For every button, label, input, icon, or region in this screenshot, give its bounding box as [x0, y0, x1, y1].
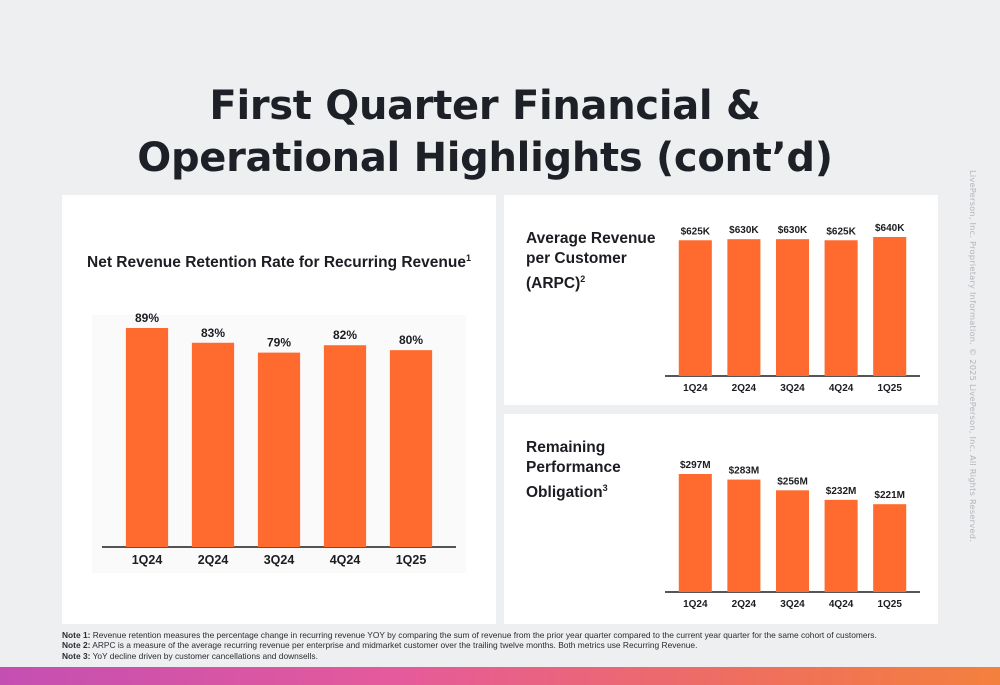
footnote-3-label: Note 3: — [62, 650, 91, 661]
nrr-bar-chart: 89% 1Q24 83% 2Q24 79% 3Q24 82% 4Q24 80% 1Q25 — [102, 311, 456, 567]
nrr-chart-title-text: Net Revenue Retention Rate for Recurring… — [87, 254, 466, 272]
nrr-chart-title: Net Revenue Retention Rate for Recurring… — [62, 253, 496, 272]
footnote-1-label: Note 1: — [62, 630, 91, 640]
rpo-bar-1Q25 — [873, 504, 907, 592]
page-title-line-2: Operational Highlights (cont’d) — [137, 135, 833, 181]
nrr-bar-3Q24 — [257, 352, 301, 547]
page-title: First Quarter Financial & Operational Hi… — [0, 80, 970, 184]
rpo-chart-title-text: Remaining Performance Obligation — [526, 439, 621, 502]
rpo-data-label-1Q24: $297M — [680, 460, 711, 471]
rpo-bar-4Q24 — [824, 499, 858, 592]
arpc-tick-label-2Q24: 2Q24 — [732, 383, 757, 394]
arpc-data-label-2Q24: $630K — [729, 225, 759, 236]
side-copyright-text: LivePerson, Inc. Proprietary Information… — [968, 170, 978, 542]
arpc-data-label-4Q24: $625K — [826, 226, 856, 237]
rpo-bar-2Q24 — [727, 479, 761, 592]
arpc-tick-label-3Q24: 3Q24 — [780, 383, 805, 394]
nrr-tick-label-3Q24: 3Q24 — [264, 553, 295, 567]
nrr-data-label-1Q25: 80% — [399, 333, 423, 347]
rpo-bar-chart: $297M 1Q24 $283M 2Q24 $256M 3Q24 $232M 4Q24 $221… — [665, 460, 920, 610]
arpc-bar-3Q24 — [775, 239, 810, 376]
footnote-2-text: ARPC is a measure of the average recurri… — [90, 640, 698, 651]
arpc-tick-label-1Q24: 1Q24 — [683, 383, 708, 394]
rpo-tick-label-1Q24: 1Q24 — [683, 599, 708, 610]
nrr-data-label-4Q24: 82% — [333, 328, 357, 342]
arpc-panel: Average Revenue per Customer (ARPC)2 $62… — [504, 195, 938, 405]
nrr-tick-label-2Q24: 2Q24 — [198, 553, 229, 567]
footnote-1-text: Revenue retention measures the percentag… — [90, 630, 877, 640]
arpc-bar-chart: $625K 1Q24 $630K 2Q24 $630K 3Q24 $625K 4Q24 $640… — [665, 223, 920, 394]
arpc-bar-2Q24 — [727, 239, 761, 376]
footnote-1: Note 1: Revenue retention measures the p… — [62, 630, 962, 640]
nrr-panel: Net Revenue Retention Rate for Recurring… — [62, 195, 496, 624]
nrr-data-label-1Q24: 89% — [135, 311, 159, 325]
rpo-panel: Remaining Performance Obligation3 $297M 1… — [504, 414, 938, 624]
nrr-tick-label-4Q24: 4Q24 — [330, 553, 361, 567]
arpc-chart-title-text: Average Revenue per Customer (ARPC) — [526, 230, 656, 293]
footnote-3: Note 3: YoY decline driven by customer c… — [62, 651, 962, 661]
rpo-data-label-4Q24: $232M — [826, 486, 857, 497]
bottom-gradient-bar — [0, 667, 1000, 685]
arpc-bar-1Q24 — [678, 240, 712, 376]
arpc-bar-4Q24 — [824, 240, 858, 376]
page-title-line-1: First Quarter Financial & — [209, 83, 761, 129]
footnote-2: Note 2: ARPC is a measure of the average… — [62, 640, 962, 650]
rpo-chart-title: Remaining Performance Obligation3 — [526, 438, 661, 503]
rpo-tick-label-2Q24: 2Q24 — [732, 599, 757, 610]
arpc-data-label-1Q24: $625K — [681, 226, 711, 237]
rpo-bar-3Q24 — [775, 490, 810, 592]
nrr-bar-1Q25 — [389, 350, 433, 547]
footnotes: Note 1: Revenue retention measures the p… — [62, 630, 962, 661]
nrr-bar-1Q24 — [125, 328, 169, 547]
arpc-tick-label-1Q25: 1Q25 — [877, 383, 902, 394]
nrr-chart-title-sup: 1 — [465, 253, 471, 263]
nrr-data-label-2Q24: 83% — [201, 326, 225, 340]
arpc-tick-label-4Q24: 4Q24 — [829, 383, 854, 394]
rpo-data-label-2Q24: $283M — [729, 466, 760, 477]
footnote-3-text: YoY decline driven by customer cancellat… — [90, 650, 318, 661]
side-copyright-note: LivePerson, Inc. Proprietary Information… — [966, 170, 978, 542]
rpo-tick-label-1Q25: 1Q25 — [877, 599, 902, 610]
footnote-2-label: Note 2: — [62, 640, 91, 651]
nrr-tick-label-1Q25: 1Q25 — [396, 553, 427, 567]
arpc-chart-title: Average Revenue per Customer (ARPC)2 — [526, 229, 661, 294]
rpo-tick-label-3Q24: 3Q24 — [780, 599, 805, 610]
nrr-data-label-3Q24: 79% — [267, 336, 291, 350]
nrr-bar-2Q24 — [191, 342, 235, 547]
arpc-chart-title-sup: 2 — [580, 274, 586, 284]
rpo-data-label-1Q25: $221M — [874, 490, 905, 501]
arpc-data-label-1Q25: $640K — [875, 223, 905, 234]
rpo-bar-1Q24 — [678, 474, 712, 592]
rpo-chart-title-sup: 3 — [602, 483, 608, 493]
arpc-data-label-3Q24: $630K — [778, 225, 808, 236]
nrr-tick-label-1Q24: 1Q24 — [132, 553, 163, 567]
rpo-data-label-3Q24: $256M — [777, 476, 808, 487]
nrr-bar-4Q24 — [323, 345, 367, 547]
arpc-bar-1Q25 — [873, 237, 907, 376]
rpo-tick-label-4Q24: 4Q24 — [829, 599, 854, 610]
